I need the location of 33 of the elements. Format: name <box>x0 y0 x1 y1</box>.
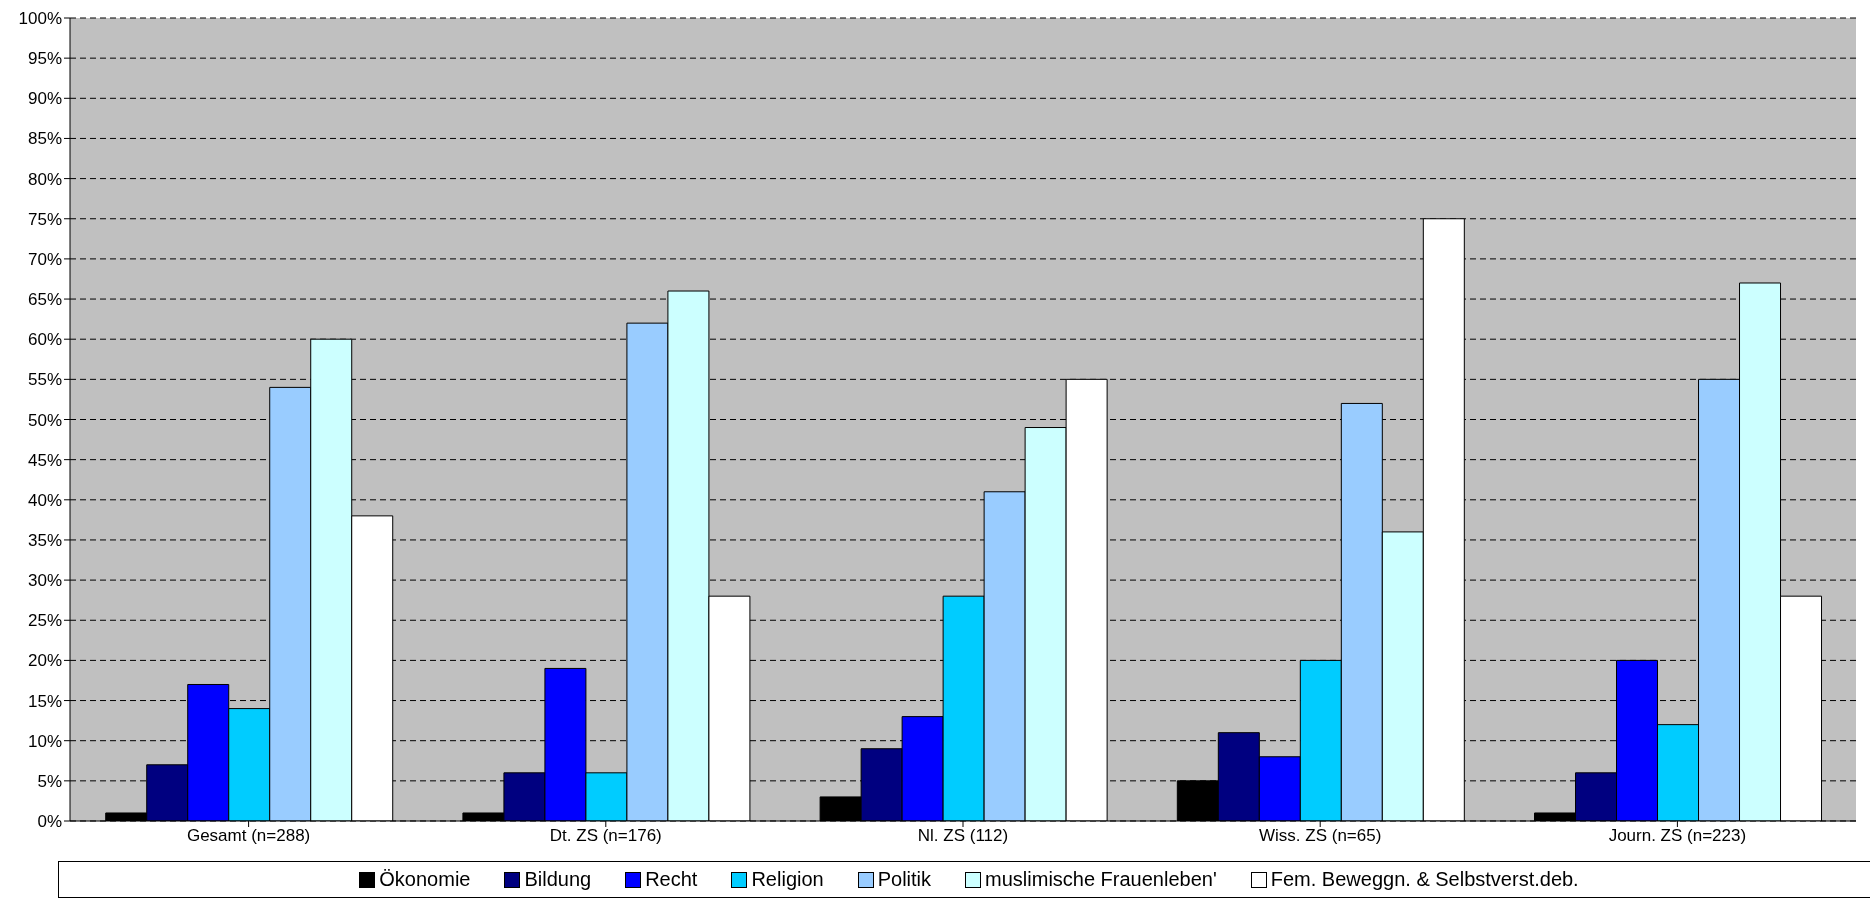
y-tick-label: 0% <box>37 812 62 832</box>
y-tick-label: 60% <box>27 330 62 350</box>
y-tick-label: 95% <box>27 49 62 69</box>
x-tick-label: Journ. ZS (n=223) <box>1608 826 1747 846</box>
y-tick-label: 85% <box>27 129 62 149</box>
y-tick-label: 20% <box>27 651 62 671</box>
x-tick-label: Wiss. ZS (n=65) <box>1259 826 1382 846</box>
legend-label: muslimische Frauenleben' <box>985 868 1217 891</box>
y-tick-label: 70% <box>27 249 62 269</box>
legend-label: Ökonomie <box>379 868 471 891</box>
y-tick-label: 90% <box>27 89 62 109</box>
y-tick-label: 55% <box>27 370 62 390</box>
y-tick-label: 75% <box>27 209 62 229</box>
legend-label: Recht <box>645 868 698 891</box>
x-tick-label: Nl. ZS (112) <box>917 826 1009 846</box>
y-tick-label: 5% <box>37 771 62 791</box>
y-tick-label: 35% <box>27 530 62 550</box>
legend-label: Politik <box>877 868 932 891</box>
y-tick-label: 30% <box>27 571 62 591</box>
y-tick-label: 50% <box>27 410 62 430</box>
x-tick-label: Gesamt (n=288) <box>186 826 311 846</box>
x-tick-label: Dt. ZS (n=176) <box>549 826 662 846</box>
y-tick-label: 100% <box>18 9 62 29</box>
y-tick-label: 45% <box>27 450 62 470</box>
legend-label: Bildung <box>524 868 592 891</box>
y-tick-label: 25% <box>27 611 62 631</box>
y-tick-label: 10% <box>27 731 62 751</box>
y-tick-label: 40% <box>27 490 62 510</box>
legend-label: Religion <box>751 868 824 891</box>
legend-label: Fem. Beweggn. & Selbstverst.deb. <box>1270 868 1579 891</box>
y-tick-label: 65% <box>27 290 62 310</box>
y-tick-label: 15% <box>27 691 62 711</box>
y-tick-label: 80% <box>27 169 62 189</box>
